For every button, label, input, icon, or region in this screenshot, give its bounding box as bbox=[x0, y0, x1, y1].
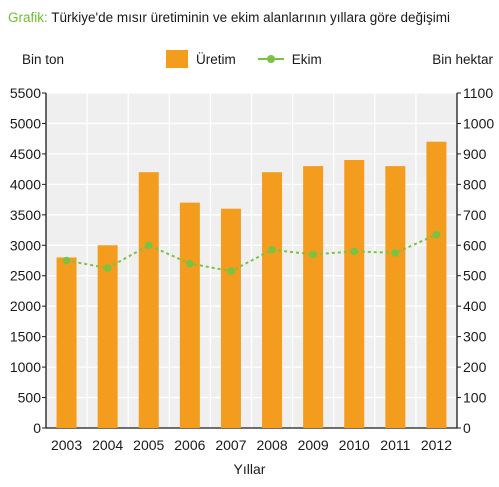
right-axis-tick-label: 1100 bbox=[463, 85, 493, 101]
bar-2008 bbox=[262, 172, 283, 428]
x-tick-label: 2007 bbox=[215, 437, 246, 453]
line-point-2009 bbox=[309, 250, 317, 259]
bar-2005 bbox=[138, 172, 159, 428]
x-tick-label: 2011 bbox=[380, 437, 410, 453]
left-axis-tick-label: 5000 bbox=[10, 115, 41, 131]
x-tick-label: 2009 bbox=[298, 437, 329, 453]
line-point-2012 bbox=[432, 230, 441, 239]
line-point-2010 bbox=[350, 247, 359, 256]
left-axis-tick-label: 3500 bbox=[10, 207, 41, 223]
right-axis-tick-label: 300 bbox=[463, 329, 487, 345]
right-axis-unit: Bin hektar bbox=[432, 52, 493, 67]
line-point-2006 bbox=[186, 259, 194, 268]
legend: Üretim Ekim bbox=[166, 50, 322, 68]
chart-title-text: Türkiye'de mısır üretiminin ve ekim alan… bbox=[51, 10, 451, 25]
left-axis-tick-label: 1500 bbox=[10, 329, 41, 345]
bar-2012 bbox=[426, 141, 447, 428]
right-axis-tick-label: 1000 bbox=[463, 115, 494, 131]
x-tick-label: 2005 bbox=[133, 437, 164, 453]
x-axis-label: Yıllar bbox=[233, 461, 266, 477]
legend-label-area: Ekim bbox=[291, 51, 322, 67]
x-tick-label: 2010 bbox=[339, 437, 370, 453]
left-axis-unit: Bin ton bbox=[22, 52, 65, 67]
left-axis-tick-label: 1000 bbox=[10, 359, 41, 375]
bar-2006 bbox=[179, 202, 200, 428]
x-tick-label: 2008 bbox=[256, 437, 287, 453]
line-point-2008 bbox=[268, 246, 276, 254]
right-axis-tick-label: 0 bbox=[463, 420, 471, 436]
line-point-2011 bbox=[391, 249, 400, 257]
legend-label-production: Üretim bbox=[196, 51, 236, 67]
left-axis-tick-label: 4000 bbox=[10, 176, 41, 192]
right-axis-tick-label: 200 bbox=[463, 359, 487, 375]
right-axis-tick-label: 700 bbox=[463, 207, 487, 223]
chart-title-prefix: Grafik: bbox=[8, 10, 48, 25]
line-point-2005 bbox=[144, 241, 153, 250]
left-axis-tick-label: 4500 bbox=[10, 146, 41, 162]
x-tick-label: 2006 bbox=[174, 437, 205, 453]
bar-2004 bbox=[97, 245, 118, 428]
bar-2009 bbox=[303, 166, 324, 428]
line-point-2004 bbox=[103, 264, 112, 272]
bar-2003 bbox=[56, 257, 77, 428]
bar-2007 bbox=[220, 208, 241, 428]
legend-swatch-production bbox=[166, 50, 188, 68]
right-axis-tick-label: 500 bbox=[463, 268, 487, 284]
right-axis-tick-label: 900 bbox=[463, 146, 487, 162]
line-point-2007 bbox=[227, 267, 235, 275]
right-axis-tick-label: 400 bbox=[463, 298, 487, 314]
x-tick-label: 2012 bbox=[421, 437, 452, 453]
left-axis-tick-label: 3000 bbox=[10, 237, 41, 253]
bar-2011 bbox=[385, 166, 406, 428]
left-axis-tick-label: 2500 bbox=[10, 268, 41, 284]
left-axis-tick-label: 0 bbox=[33, 420, 41, 436]
bar-2010 bbox=[344, 160, 365, 428]
left-axis-tick-label: 5500 bbox=[10, 85, 41, 101]
x-tick-label: 2003 bbox=[51, 437, 82, 453]
x-tick-label: 2004 bbox=[92, 437, 123, 453]
right-axis-tick-label: 600 bbox=[463, 237, 487, 253]
right-axis-tick-label: 800 bbox=[463, 176, 487, 192]
right-axis-tick-label: 100 bbox=[463, 390, 487, 406]
legend-swatch-area bbox=[257, 50, 284, 68]
line-series-area bbox=[66, 233, 437, 273]
line-point-2003 bbox=[62, 256, 71, 265]
left-axis-tick-label: 500 bbox=[18, 390, 42, 406]
left-axis-tick-label: 2000 bbox=[10, 298, 41, 314]
chart-title: Grafik: Türkiye'de mısır üretiminin ve e… bbox=[8, 10, 450, 25]
